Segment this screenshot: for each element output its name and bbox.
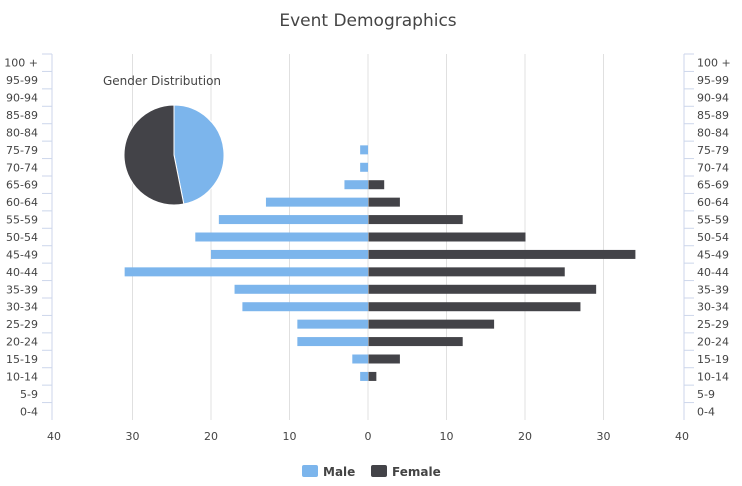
left-category-label: 90-94 bbox=[6, 92, 38, 105]
right-category-label: 70-74 bbox=[697, 161, 729, 174]
bar-male bbox=[360, 145, 368, 155]
bar-male bbox=[265, 197, 368, 207]
left-category-label: 50-54 bbox=[6, 231, 38, 244]
bar-male bbox=[352, 354, 368, 364]
legend-swatch-male bbox=[302, 465, 318, 477]
x-tick-label: 20 bbox=[204, 430, 218, 443]
right-category-label: 20-24 bbox=[697, 336, 729, 349]
bar-male bbox=[344, 180, 368, 190]
left-category-label: 65-69 bbox=[6, 179, 38, 192]
left-category-label: 85-89 bbox=[6, 109, 38, 122]
left-category-label: 30-34 bbox=[6, 301, 38, 314]
x-tick-label: 30 bbox=[597, 430, 611, 443]
x-tick-label: 30 bbox=[126, 430, 140, 443]
left-category-label: 70-74 bbox=[6, 161, 38, 174]
right-category-label: 35-39 bbox=[697, 283, 729, 296]
bar-male bbox=[297, 337, 368, 347]
left-category-label: 75-79 bbox=[6, 144, 38, 157]
left-category-label: 25-29 bbox=[6, 318, 38, 331]
right-category-label: 50-54 bbox=[697, 231, 729, 244]
legend-label-male: Male bbox=[323, 465, 355, 479]
left-category-label: 0-4 bbox=[20, 405, 38, 418]
bar-female bbox=[368, 284, 597, 294]
bar-male bbox=[242, 302, 368, 312]
bar-male bbox=[211, 249, 368, 259]
bar-male bbox=[360, 162, 368, 172]
bar-male bbox=[234, 284, 368, 294]
left-category-label: 5-9 bbox=[20, 388, 38, 401]
right-category-label: 10-14 bbox=[697, 370, 729, 383]
pie-title: Gender Distribution bbox=[103, 74, 221, 88]
axes: 40 30 20 10 0 10 20 30 40 100 + 100 + 95-99 95-99 90-… bbox=[4, 53, 731, 443]
x-tick-label: 10 bbox=[440, 430, 454, 443]
right-category-label: 80-84 bbox=[697, 126, 729, 139]
bar-female bbox=[368, 249, 636, 259]
left-category-label: 95-99 bbox=[6, 74, 38, 87]
bar-male bbox=[124, 267, 369, 277]
left-category-label: 80-84 bbox=[6, 126, 38, 139]
bar-male bbox=[195, 232, 368, 242]
legend: Male Female bbox=[302, 465, 441, 479]
left-category-label: 15-19 bbox=[6, 353, 38, 366]
right-category-label: 40-44 bbox=[697, 266, 729, 279]
right-category-label: 30-34 bbox=[697, 301, 729, 314]
x-tick-label: 0 bbox=[365, 430, 372, 443]
chart-title: Event Demographics bbox=[279, 11, 456, 31]
right-category-label: 55-59 bbox=[697, 214, 729, 227]
left-category-label: 10-14 bbox=[6, 370, 38, 383]
right-category-label: 75-79 bbox=[697, 144, 729, 157]
pie-slice-male bbox=[173, 104, 225, 205]
right-category-label: 15-19 bbox=[697, 353, 729, 366]
bar-female bbox=[368, 371, 377, 381]
left-category-label: 60-64 bbox=[6, 196, 38, 209]
left-category-label: 35-39 bbox=[6, 283, 38, 296]
left-category-label: 45-49 bbox=[6, 248, 38, 261]
right-category-label: 45-49 bbox=[697, 248, 729, 261]
right-category-label: 0-4 bbox=[697, 405, 715, 418]
legend-label-female: Female bbox=[392, 465, 441, 479]
bar-female bbox=[368, 180, 385, 190]
bars bbox=[124, 145, 636, 381]
x-tick-label: 40 bbox=[47, 430, 61, 443]
right-category-label: 5-9 bbox=[697, 388, 715, 401]
left-category-label: 55-59 bbox=[6, 214, 38, 227]
bar-female bbox=[368, 302, 581, 312]
bar-female bbox=[368, 319, 495, 329]
right-category-label: 95-99 bbox=[697, 74, 729, 87]
legend-item-female[interactable]: Female bbox=[371, 465, 441, 479]
gender-pie bbox=[123, 104, 225, 206]
bar-female bbox=[368, 354, 400, 364]
x-tick-label: 20 bbox=[518, 430, 532, 443]
left-category-label: 20-24 bbox=[6, 336, 38, 349]
right-category-label: 65-69 bbox=[697, 179, 729, 192]
x-tick-label: 10 bbox=[283, 430, 297, 443]
right-category-label: 25-29 bbox=[697, 318, 729, 331]
x-tick-label: 40 bbox=[675, 430, 689, 443]
bar-female bbox=[368, 337, 463, 347]
bar-male bbox=[360, 371, 368, 381]
right-category-label: 60-64 bbox=[697, 196, 729, 209]
pie-slice-female bbox=[123, 104, 185, 206]
right-category-label: 85-89 bbox=[697, 109, 729, 122]
bar-male bbox=[218, 215, 368, 225]
bar-female bbox=[368, 215, 463, 225]
right-category-label: 90-94 bbox=[697, 92, 729, 105]
left-category-label: 40-44 bbox=[6, 266, 38, 279]
bar-female bbox=[368, 267, 565, 277]
bar-female bbox=[368, 232, 526, 242]
legend-item-male[interactable]: Male bbox=[302, 465, 355, 479]
right-category-label: 100 + bbox=[697, 57, 731, 70]
legend-swatch-female bbox=[371, 465, 387, 477]
bar-male bbox=[297, 319, 368, 329]
left-category-label: 100 + bbox=[4, 57, 38, 70]
bar-female bbox=[368, 197, 400, 207]
